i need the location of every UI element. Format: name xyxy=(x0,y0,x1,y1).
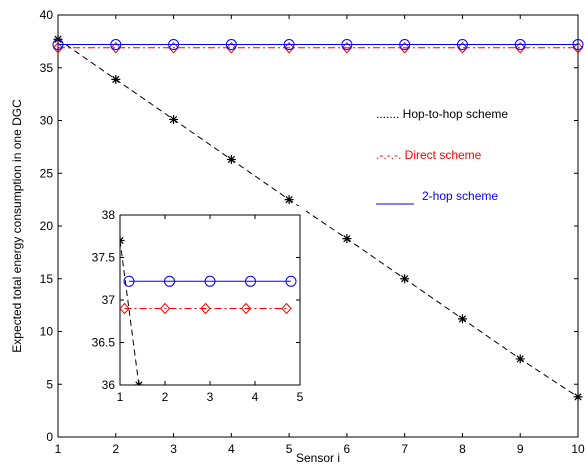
data-point-2 xyxy=(457,41,468,54)
data-point-3 xyxy=(456,39,468,51)
inset-series-line-1 xyxy=(120,240,140,385)
x-tick-label: 3 xyxy=(170,442,177,456)
y-tick-label: 40 xyxy=(40,8,54,22)
data-point-3 xyxy=(399,39,411,51)
x-axis-label: Sensor i xyxy=(296,451,340,465)
inset-y-tick-label: 36 xyxy=(102,378,116,392)
inset-data-point-3 xyxy=(204,275,216,287)
data-point-2 xyxy=(110,41,121,54)
data-point-3 xyxy=(514,39,526,51)
data-point-2 xyxy=(341,41,353,54)
legend: ....... Hop-to-hop scheme .-.-.-. Direct … xyxy=(376,107,508,205)
data-point-1 xyxy=(515,354,525,364)
x-tick-label: 7 xyxy=(401,442,408,456)
y-tick-label: 5 xyxy=(46,377,53,391)
y-tick-label: 25 xyxy=(40,166,54,180)
x-tick-label: 2 xyxy=(112,442,119,456)
data-point-2 xyxy=(226,41,237,54)
inset-x-tick-label: 5 xyxy=(297,390,304,404)
inset-data-point-2 xyxy=(200,302,211,315)
x-tick-label: 1 xyxy=(55,442,62,456)
data-point-3 xyxy=(341,39,353,51)
data-point-2 xyxy=(52,41,64,54)
x-tick-label: 9 xyxy=(517,442,524,456)
inset-chart: 1 2 3 4 5 36 36.5 37 37.5 38 xyxy=(84,206,306,404)
data-point-3 xyxy=(168,39,180,51)
y-tick-label: 20 xyxy=(40,219,54,233)
inset-data-point-2 xyxy=(120,302,130,315)
inset-x-tick-label: 3 xyxy=(207,390,214,404)
series-line-1 xyxy=(57,38,579,398)
inset-data-point-3 xyxy=(245,275,256,287)
data-point-1 xyxy=(457,314,467,324)
data-point-1 xyxy=(342,234,352,244)
data-point-2 xyxy=(283,41,295,54)
inset-data-point-2 xyxy=(281,302,292,315)
inset-plot-frame xyxy=(119,214,301,386)
y-tick-label: 10 xyxy=(40,325,54,339)
data-point-3 xyxy=(110,39,122,51)
data-point-3 xyxy=(52,39,64,51)
data-point-3 xyxy=(225,39,237,51)
inset-data-point-3 xyxy=(164,275,175,287)
x-tick-label: 6 xyxy=(344,442,351,456)
inset-x-tick-label: 4 xyxy=(252,390,259,404)
legend-entry-2: .-.-.-. Direct scheme xyxy=(376,148,482,162)
legend-entry-3: 2-hop scheme xyxy=(422,189,498,203)
data-point-3 xyxy=(283,39,295,51)
legend-entry-1: ....... Hop-to-hop scheme xyxy=(376,107,508,121)
inset-data-point-2 xyxy=(240,302,252,315)
y-axis-label: Expected total energy consumption in one… xyxy=(10,99,24,353)
inset-y-tick-label: 38 xyxy=(102,208,116,222)
x-tick-label: 8 xyxy=(459,442,466,456)
x-tick-label: 10 xyxy=(571,442,585,456)
y-tick-label: 15 xyxy=(40,272,54,286)
data-point-2 xyxy=(515,41,526,54)
inset-data-point-3 xyxy=(285,275,297,287)
y-tick-label: 0 xyxy=(46,430,53,444)
data-point-2 xyxy=(572,41,584,54)
y-tick-label: 35 xyxy=(40,61,54,75)
y-tick-label: 30 xyxy=(40,114,54,128)
data-point-1 xyxy=(111,74,121,84)
x-tick-label: 4 xyxy=(228,442,235,456)
data-point-2 xyxy=(399,41,410,54)
data-point-1 xyxy=(284,195,294,205)
x-tick-label: 5 xyxy=(286,442,293,456)
inset-y-tick-label: 37.5 xyxy=(92,251,116,265)
data-point-2 xyxy=(168,41,179,54)
inset-y-tick-label: 36.5 xyxy=(92,336,116,350)
data-point-3 xyxy=(572,39,584,51)
series-group xyxy=(52,34,584,402)
inset-x-tick-label: 1 xyxy=(117,390,124,404)
data-point-1 xyxy=(226,155,236,165)
data-point-1 xyxy=(573,392,583,402)
data-point-1 xyxy=(169,114,179,124)
inset-data-point-2 xyxy=(159,302,171,315)
inset-y-tick-label: 37 xyxy=(102,293,116,307)
inset-data-point-3 xyxy=(123,275,135,287)
data-point-1 xyxy=(400,274,410,284)
inset-series-group xyxy=(120,236,297,385)
inset-x-tick-label: 2 xyxy=(162,390,169,404)
